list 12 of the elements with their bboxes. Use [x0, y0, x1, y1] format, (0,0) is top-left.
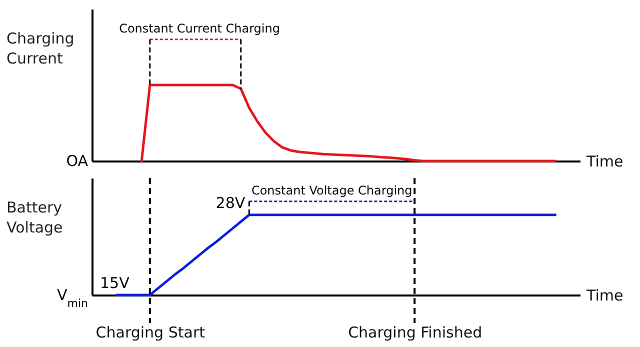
data-label: 15V — [100, 274, 130, 292]
y-axis-title: Battery Voltage — [6, 198, 63, 236]
text: Constant Current Charging — [119, 21, 280, 36]
text: V$_{min}$ — [56, 286, 88, 310]
text: Constant Voltage Charging — [251, 183, 412, 198]
text: OA — [66, 152, 89, 170]
x-axis-title: Time — [586, 286, 624, 304]
x-tick-label: Charging Start — [96, 324, 206, 342]
x-axis-title: Time — [586, 152, 624, 170]
x-tick-label: Charging Finished — [348, 324, 482, 342]
data-label: 28V — [216, 194, 246, 212]
y-axis-title: Charging Current — [6, 30, 74, 68]
